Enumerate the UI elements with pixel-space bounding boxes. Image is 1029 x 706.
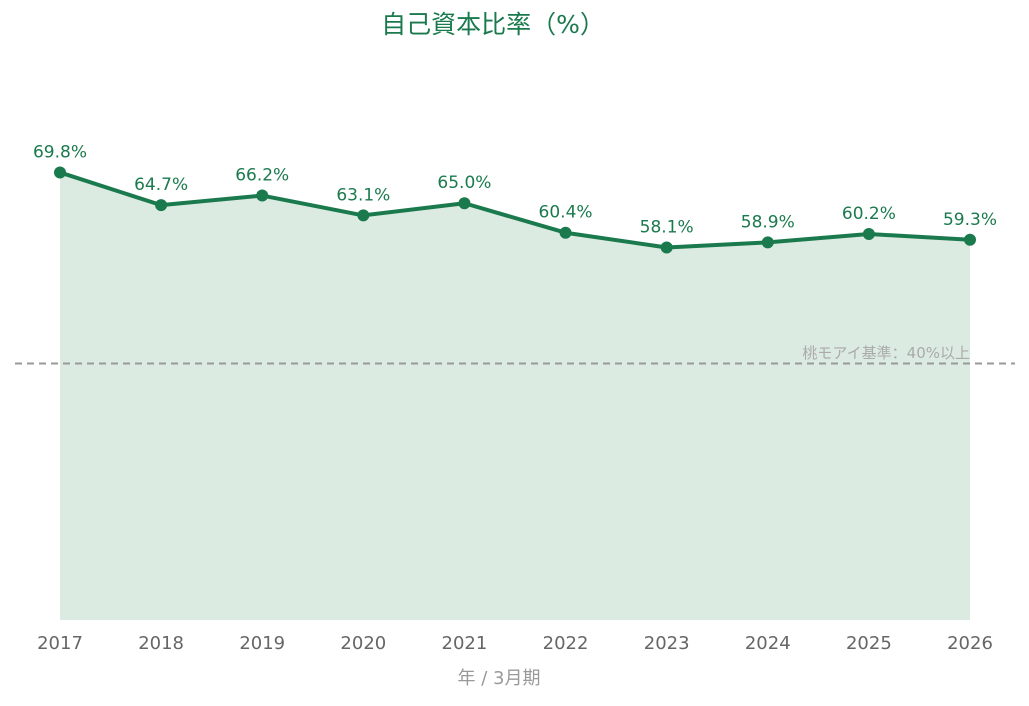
point <box>964 233 976 246</box>
x-tick-label: 2017 <box>37 633 83 654</box>
reference-label: 桃モアイ基準：40%以上 <box>802 344 970 362</box>
line <box>59 170 971 250</box>
point <box>155 199 168 212</box>
area <box>60 172 970 621</box>
x-tick-label: 2026 <box>947 633 993 654</box>
data-label: 60.4% <box>539 203 593 223</box>
data-label: 65.0% <box>437 173 491 193</box>
point <box>660 241 673 254</box>
data-label: 58.9% <box>741 212 795 232</box>
x-tick-label: 2019 <box>239 633 285 654</box>
x-axis-label: 年 / 3月期 <box>458 668 541 689</box>
x-tick-label: 2023 <box>644 633 690 654</box>
point <box>761 236 774 249</box>
chart-title: 自己資本比率（%） <box>381 10 605 39</box>
data-label: 66.2% <box>235 166 289 186</box>
point <box>458 197 471 210</box>
x-tick-label: 2018 <box>138 633 184 654</box>
point <box>256 189 269 202</box>
data-label: 63.1% <box>336 185 390 205</box>
data-label: 69.8% <box>33 142 87 162</box>
data-label: 64.7% <box>134 175 188 195</box>
x-tick-label: 2021 <box>442 633 488 654</box>
data-label: 60.2% <box>842 204 896 224</box>
point <box>559 226 572 239</box>
x-tick-label: 2025 <box>846 633 892 654</box>
x-tick-label: 2020 <box>340 633 386 654</box>
x-tick-label: 2022 <box>543 633 589 654</box>
point <box>54 166 66 179</box>
point <box>357 209 370 222</box>
point <box>862 228 875 241</box>
data-label: 59.3% <box>943 210 997 230</box>
data-label: 58.1% <box>640 217 694 237</box>
x-tick-label: 2024 <box>745 633 791 654</box>
